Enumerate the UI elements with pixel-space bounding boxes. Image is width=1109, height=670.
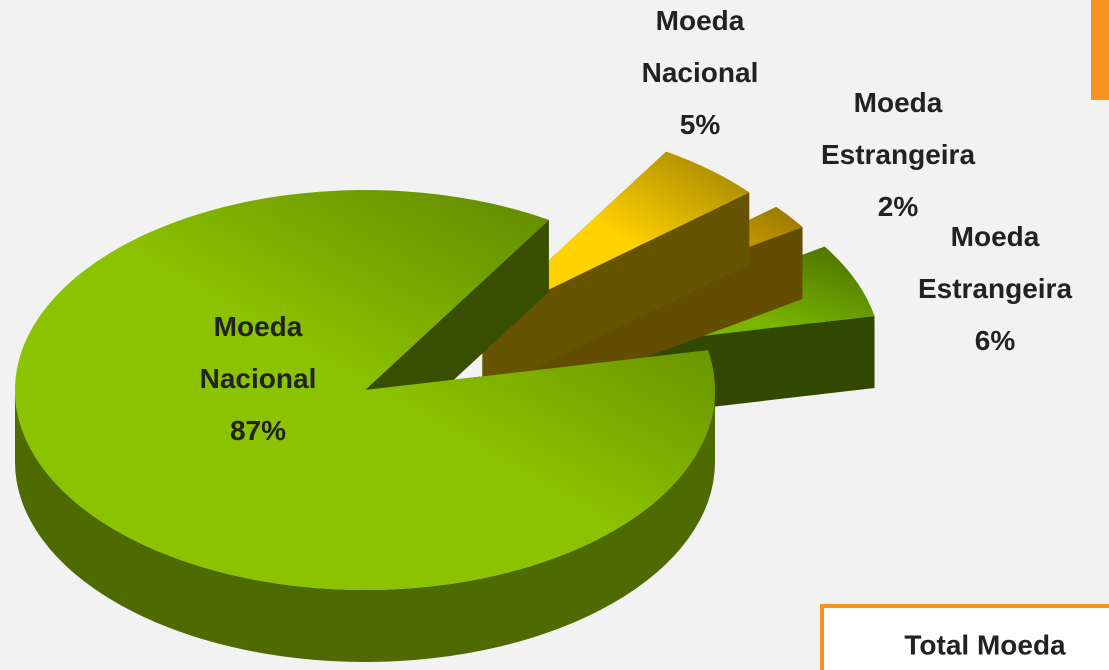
value-label: 5% [680, 109, 721, 140]
label-line: Estrangeira [821, 139, 975, 170]
value-label: 6% [975, 325, 1016, 356]
label-line: Moeda [214, 311, 303, 342]
slice-label: Moeda Nacional [200, 311, 317, 394]
label-line: Nacional [642, 57, 759, 88]
slice-label: Moeda Estrangeira [918, 221, 1072, 304]
total-label: Total Moeda [904, 629, 1066, 660]
labels: Moeda Nacional 87% Moeda Nacional 5% Moeda Estr… [200, 5, 1073, 446]
slice-label: Moeda Estrangeira [821, 87, 975, 170]
slice-side [15, 390, 715, 662]
pie [14, 151, 875, 662]
slice [482, 151, 750, 322]
value-label: 2% [878, 191, 919, 222]
slice-label: Moeda Nacional [642, 5, 759, 88]
corner-box [1091, 0, 1109, 100]
total-box [820, 604, 1109, 670]
label-line: Nacional [200, 363, 317, 394]
label-line: Estrangeira [918, 273, 1072, 304]
slice-face [482, 192, 750, 394]
label-line: Moeda [656, 5, 745, 36]
value-label: 87% [230, 415, 286, 446]
slice [14, 190, 715, 591]
label-line: Moeda [854, 87, 943, 118]
label-line: Moeda [951, 221, 1040, 252]
